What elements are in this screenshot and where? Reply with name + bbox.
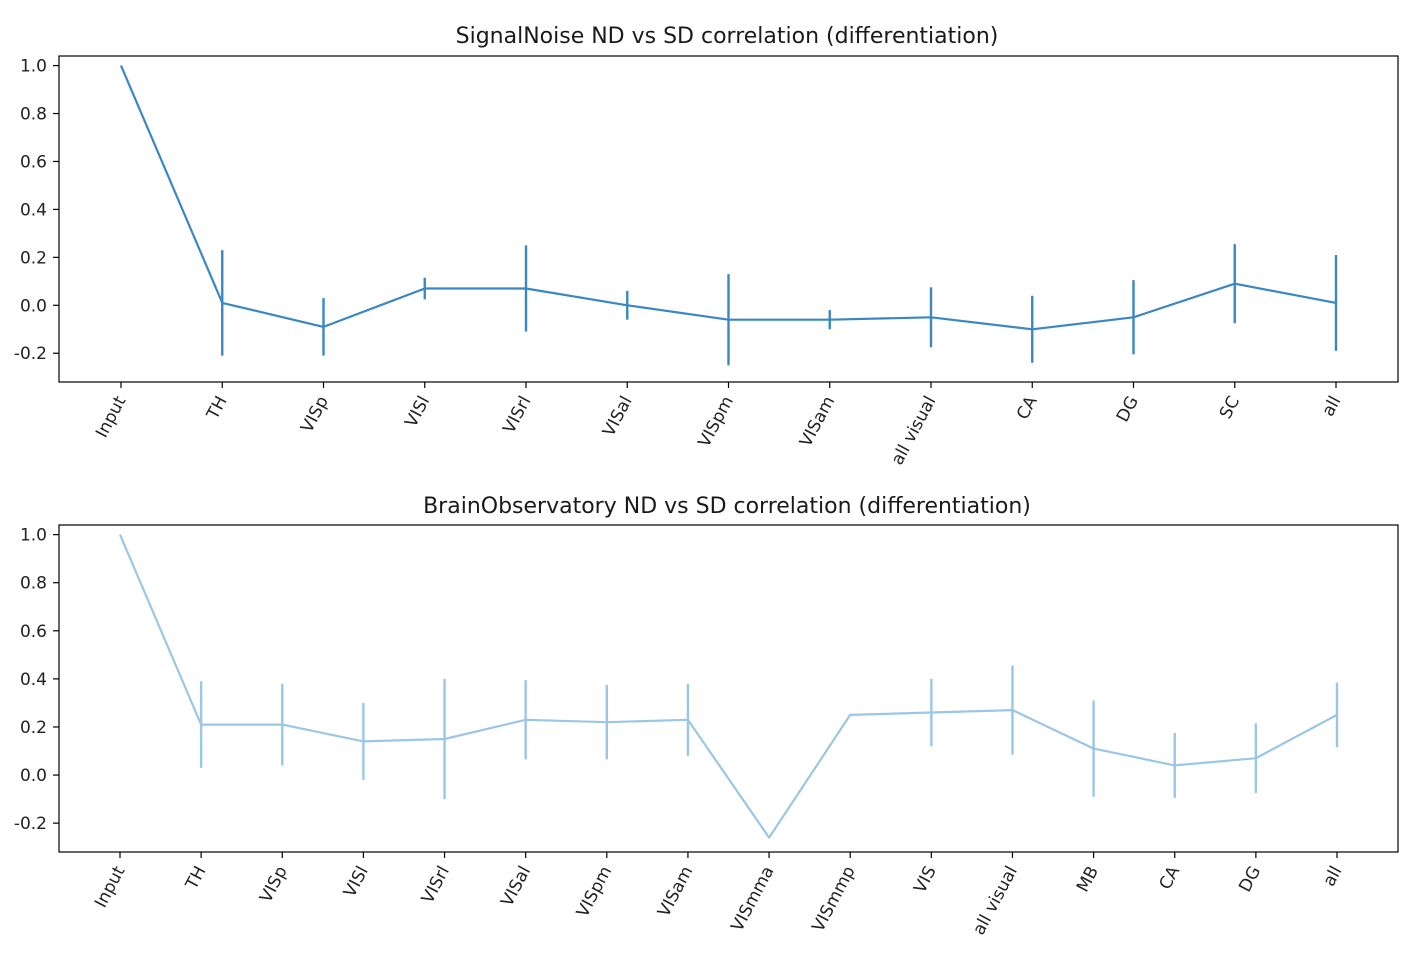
x-tick-label: VISp: [256, 863, 292, 906]
x-tick-label: VISmmp: [808, 863, 859, 935]
y-tick-label: 0.8: [20, 105, 47, 125]
y-tick-label: 0.4: [20, 670, 47, 690]
x-tick-label: VISal: [599, 393, 637, 440]
x-tick-label: VISpm: [695, 393, 738, 451]
x-tick-label: Input: [92, 393, 130, 442]
x-tick-label: MB: [1073, 863, 1103, 896]
x-tick-label: VISam: [796, 393, 839, 450]
y-tick-label: 1.0: [20, 57, 47, 77]
y-tick-label: 0.8: [20, 574, 47, 594]
x-tick-label: TH: [203, 393, 232, 424]
x-tick-label: VISl: [340, 863, 373, 901]
x-tick-label: CA: [1013, 393, 1042, 423]
y-tick-label: 0.2: [20, 718, 47, 738]
y-tick-label: 0.6: [20, 622, 47, 642]
x-tick-label: Input: [91, 863, 129, 912]
x-tick-label: VIS: [910, 863, 941, 897]
x-tick-label: all visual: [969, 863, 1022, 938]
x-tick-label: all: [1319, 863, 1346, 890]
x-tick-label: VISam: [654, 863, 697, 920]
x-tick-label: TH: [182, 863, 211, 894]
y-tick-label: 0.6: [20, 152, 47, 172]
x-tick-label: VISal: [497, 863, 535, 910]
x-tick-label: VISp: [297, 393, 333, 436]
y-tick-label: 0.2: [20, 248, 47, 268]
chart-panel-1: 1.0 0.8 0.6 0.4 0.2 0.0 -0.2 Input TH VISp VISl VIS…: [14, 524, 1399, 938]
x-tick-label: DG: [1113, 393, 1143, 426]
x-tick-label: SC: [1216, 393, 1244, 422]
y-tick-label: -0.2: [14, 344, 47, 364]
y-tick-label: 0.4: [20, 200, 47, 220]
x-tick-label: DG: [1235, 863, 1265, 896]
y-tick-label: 0.0: [20, 296, 47, 316]
x-tick-label: VISmma: [727, 863, 778, 935]
x-tick-label: CA: [1155, 863, 1184, 893]
series-line: [118, 534, 1338, 839]
x-tick-label: VISrl: [418, 863, 454, 907]
x-tick-label: all visual: [888, 393, 941, 468]
y-tick-label: 0.0: [20, 766, 47, 786]
y-tick-label: -0.2: [14, 814, 47, 834]
x-tick-label: VISrl: [499, 393, 535, 437]
plot-frame: [58, 524, 1399, 853]
x-tick-label: VISl: [401, 393, 434, 431]
x-tick-label: all: [1318, 393, 1345, 420]
chart-title-brainobservatory: BrainObservatory ND vs SD correlation (d…: [423, 494, 1031, 519]
x-tick-label: VISpm: [573, 863, 616, 921]
y-tick-label: 1.0: [20, 526, 47, 546]
chart-panel-0: 1.0 0.8 0.6 0.4 0.2 0.0 -0.2 Input TH VISp VISl VIS…: [14, 55, 1399, 468]
chart-title-signalnoise: SignalNoise ND vs SD correlation (differ…: [456, 24, 999, 49]
